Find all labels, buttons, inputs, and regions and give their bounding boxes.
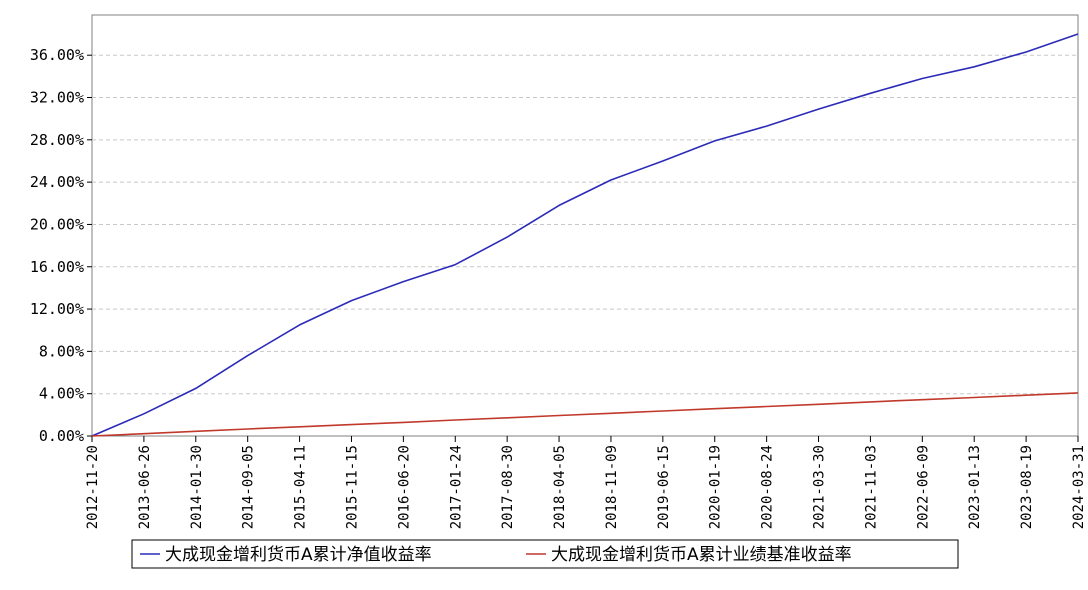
y-tick-label: 8.00% (39, 342, 84, 360)
x-tick-label: 2024-03-31 (1071, 445, 1087, 529)
x-tick-label: 2015-04-11 (293, 445, 309, 529)
x-tick-label: 2014-01-30 (189, 445, 205, 529)
x-tick-label: 2019-06-15 (656, 445, 672, 529)
x-tick-label: 2020-08-24 (760, 445, 776, 529)
legend-label: 大成现金增利货币A累计净值收益率 (165, 545, 432, 565)
x-tick-label: 2013-06-26 (137, 445, 153, 529)
x-tick-label: 2023-01-13 (967, 445, 983, 529)
y-tick-label: 4.00% (39, 385, 84, 403)
x-tick-label: 2020-01-19 (708, 445, 724, 529)
legend-label: 大成现金增利货币A累计业绩基准收益率 (551, 545, 852, 565)
series-lines (91, 33, 1079, 437)
y-tick-label: 24.00% (30, 173, 84, 191)
x-tick-label: 2018-04-05 (552, 445, 568, 529)
x-axis: 2012-11-20 2013-06-26 2014-01-30 2014-09-05… (85, 436, 1087, 529)
y-tick-label: 32.00% (30, 89, 84, 107)
x-tick-label: 2018-11-09 (604, 445, 620, 529)
plot-border (91, 14, 1079, 437)
x-tick-label: 2021-03-30 (812, 445, 828, 529)
y-tick-label: 12.00% (30, 300, 84, 318)
y-axis: 0.00% 4.00% 8.00% 12.00% 16.00% 20.00% 24.00% 2… (30, 46, 92, 445)
series-line-2 (91, 392, 1079, 437)
series-line-1 (91, 33, 1079, 437)
x-tick-label: 2015-11-15 (344, 445, 360, 529)
plot-area (91, 14, 1079, 437)
y-tick-label: 36.00% (30, 46, 84, 64)
x-tick-label: 2016-06-20 (396, 445, 412, 529)
legend: 大成现金增利货币A累计净值收益率 大成现金增利货币A累计业绩基准收益率 (131, 539, 959, 569)
x-tick-label: 2017-08-30 (500, 445, 516, 529)
x-tick-label: 2023-08-19 (1019, 445, 1035, 529)
y-tick-label: 16.00% (30, 258, 84, 276)
x-tick-label: 2022-06-09 (915, 445, 931, 529)
y-tick-label: 20.00% (30, 215, 84, 233)
y-tick-label: 0.00% (39, 427, 84, 445)
x-tick-label: 2021-11-03 (863, 445, 879, 529)
y-tick-label: 28.00% (30, 131, 84, 149)
x-tick-label: 2014-09-05 (241, 445, 257, 529)
x-tick-label: 2017-01-24 (448, 445, 464, 529)
x-tick-label: 2012-11-20 (85, 445, 101, 529)
legend-box (131, 539, 959, 569)
